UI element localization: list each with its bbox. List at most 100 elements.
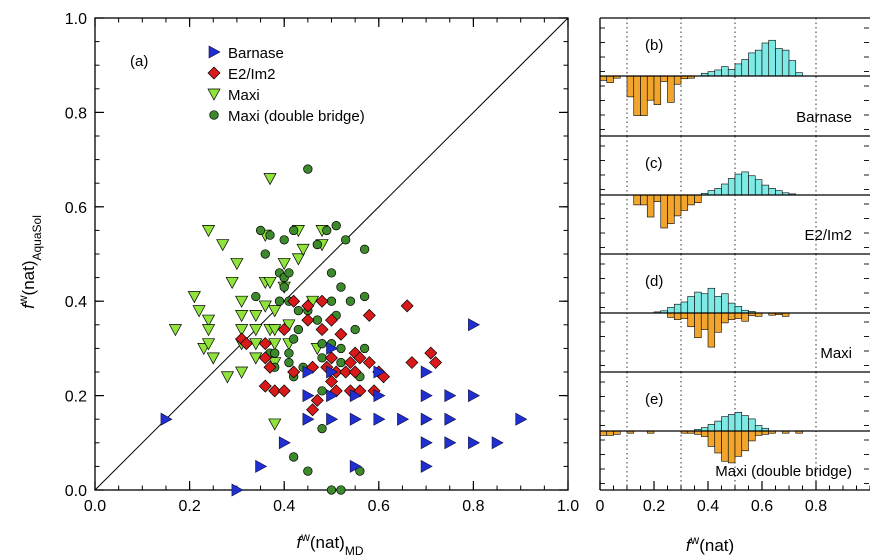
maxi-double-bridge-point: [359, 343, 370, 354]
maxi-point: [263, 173, 277, 186]
histogram-x-axis-title: fw(nat): [686, 533, 734, 555]
histogram-bar-below: [606, 75, 614, 83]
barnase-point: [515, 412, 528, 426]
histogram-panel-label: (c): [645, 155, 663, 172]
x-tick-label: 0.8: [462, 498, 484, 515]
maxi-double-bridge-point: [303, 466, 313, 476]
x-title-mid: (nat): [310, 533, 345, 552]
histogram-bar-below: [646, 194, 655, 218]
histogram-bar-above: [781, 49, 790, 77]
y-title-sub: AquaSol: [30, 215, 44, 260]
histogram-bar-above: [754, 49, 763, 77]
maxi-double-bridge-point: [284, 357, 294, 368]
e2im2-point: [277, 384, 291, 398]
e2im2-point: [325, 313, 338, 327]
x-title-sub: MD: [345, 544, 364, 556]
barnase-point: [468, 436, 481, 450]
series-e2-im2: [235, 294, 443, 417]
histogram-bar-above: [707, 71, 716, 77]
barnase-point: [231, 483, 244, 497]
y-tick-label: 0.6: [65, 200, 87, 217]
maxi-point: [192, 305, 206, 318]
scatter-y-axis-title: fw(nat)AquaSol: [16, 215, 44, 309]
histogram-bar-above: [734, 63, 743, 77]
e2im2-point: [343, 356, 357, 370]
maxi-point: [268, 338, 282, 351]
histogram-bar-above: [754, 425, 763, 432]
y-tick-label: 0.2: [65, 389, 87, 406]
x-tick-label: 0.2: [178, 498, 200, 515]
barnase-point: [444, 412, 457, 426]
barnase-point: [420, 389, 433, 403]
barnase-point: [302, 412, 315, 426]
maxi-point: [201, 338, 216, 351]
e2im2-point: [277, 323, 291, 337]
barnase-point: [302, 365, 315, 379]
histogram-bar-below: [680, 194, 689, 211]
maxi-double-bridge-point: [317, 423, 327, 434]
histogram-bar-below: [714, 430, 722, 454]
series-barnase: [160, 318, 528, 497]
histogram-panel-name: E2/Im2: [804, 227, 852, 244]
histogram-maxi: (d) Maxi: [599, 253, 870, 372]
histogram-bar-below: [660, 194, 668, 229]
maxi-point: [249, 324, 263, 337]
maxi-point: [201, 225, 216, 238]
barnase-point: [326, 412, 339, 426]
legend-box: [198, 40, 420, 138]
e2im2-point: [258, 337, 272, 351]
maxi-double-bridge-point: [336, 485, 346, 495]
maxi-double-bridge-point: [359, 244, 370, 254]
maxi-point: [225, 276, 239, 290]
histogram-bar-above: [748, 175, 756, 196]
histogram-bar-below: [599, 430, 608, 436]
e2im2-point: [353, 351, 367, 365]
histogram-x-tick-label: 0.6: [751, 498, 773, 515]
histogram-bar-below: [653, 75, 662, 105]
histogram-bar-above: [741, 59, 749, 77]
maxi-double-bridge-point: [312, 239, 322, 250]
maxi-point: [235, 310, 249, 323]
e2im2-point: [287, 294, 301, 308]
maxi-point: [249, 338, 263, 351]
maxi-double-bridge-point: [326, 485, 337, 495]
e2im2-point: [301, 313, 315, 327]
h-title-sup: w: [690, 533, 700, 547]
e2im2-point: [258, 379, 272, 393]
maxi-double-bridge-point: [289, 334, 299, 344]
maxi-double-bridge-point: [336, 282, 346, 292]
barnase-point: [373, 412, 386, 426]
histogram-e2-im2: (c) E2/Im2: [599, 135, 870, 254]
legend-label: Maxi: [228, 87, 260, 104]
histogram-bar-above: [734, 306, 743, 314]
maxi-point: [296, 243, 310, 257]
histogram-bar-below: [694, 194, 702, 203]
maxi-point: [291, 253, 305, 266]
histogram-bar-above: [768, 188, 776, 196]
e2im2-point: [268, 384, 282, 398]
barnase-point: [278, 436, 291, 450]
histogram-x-tick-label: 0.4: [697, 498, 719, 515]
scatter-points: [160, 164, 528, 497]
histogram-bar-below: [727, 430, 736, 464]
y-title-mid: (nat): [19, 261, 38, 296]
maxi-double-bridge-point: [345, 296, 356, 306]
histogram-bar-above: [748, 52, 756, 77]
histogram-panel-label: (b): [645, 37, 663, 54]
histogram-x-tick-label: 0: [596, 498, 605, 515]
legend-label: Barnase: [228, 45, 284, 62]
histogram-bar-above: [700, 293, 709, 314]
maxi-double-bridge-point: [289, 225, 299, 236]
maxi-point: [201, 324, 216, 337]
maxi-point: [201, 314, 216, 327]
histogram-bar-above: [714, 296, 722, 314]
histogram-bar-below: [687, 312, 695, 328]
histogram-bar-above: [721, 293, 729, 314]
y-title-sup: w: [16, 295, 30, 305]
histogram-bar-below: [707, 430, 716, 447]
e2im2-point: [315, 323, 329, 337]
e2im2-point: [362, 308, 376, 322]
barnase-point: [160, 412, 173, 426]
legend-marker: [207, 88, 221, 101]
barnase-point: [420, 412, 433, 426]
